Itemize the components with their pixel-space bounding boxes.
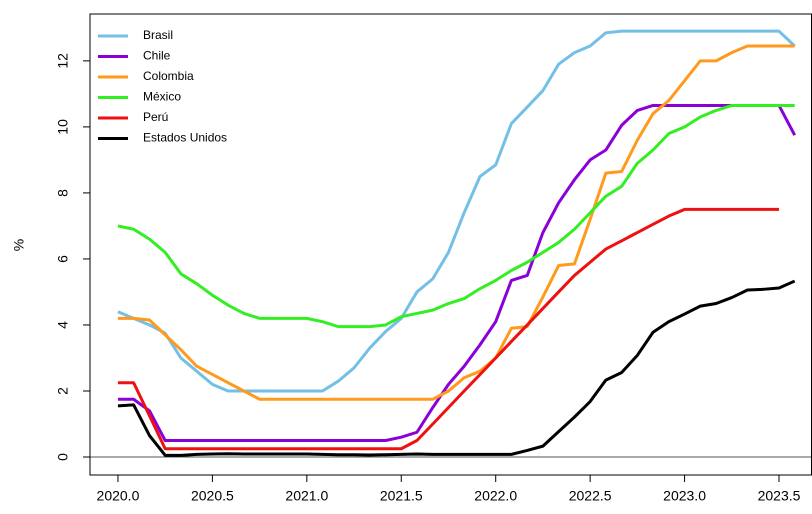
x-tick-label: 2022.0	[474, 488, 517, 504]
legend-label: Chile	[143, 49, 171, 63]
x-tick-label: 2020.5	[191, 488, 234, 504]
y-axis-label: %	[11, 239, 27, 251]
y-tick-label: 10	[55, 119, 71, 135]
legend-label: Colombia	[143, 69, 194, 83]
x-tick-label: 2023.5	[758, 488, 801, 504]
series-line	[117, 207, 780, 451]
y-tick-label: 4	[55, 321, 71, 329]
series-line	[117, 103, 795, 329]
x-tick-label: 2023.0	[663, 488, 706, 504]
series-line	[117, 279, 796, 457]
legend-label: Perú	[143, 110, 168, 124]
series-line	[117, 103, 797, 442]
y-tick-label: 0	[55, 453, 71, 461]
x-tick-label: 2021.0	[285, 488, 328, 504]
x-tick-label: 2021.5	[380, 488, 423, 504]
legend-label: México	[143, 90, 181, 104]
series-line	[117, 29, 796, 393]
y-tick-label: 6	[55, 255, 71, 263]
legend: Brasil Chile Colombia México Perú Estados Uni…	[98, 28, 227, 145]
legend-label: Estados Unidos	[143, 131, 227, 145]
y-tick-label: 2	[55, 387, 71, 395]
y-tick-label: 12	[55, 53, 71, 69]
x-tick-label: 2022.5	[569, 488, 612, 504]
legend-label: Brasil	[143, 28, 173, 42]
x-tick-label: 2020.0	[97, 488, 140, 504]
series-line	[117, 44, 795, 401]
y-tick-label: 8	[55, 189, 71, 197]
